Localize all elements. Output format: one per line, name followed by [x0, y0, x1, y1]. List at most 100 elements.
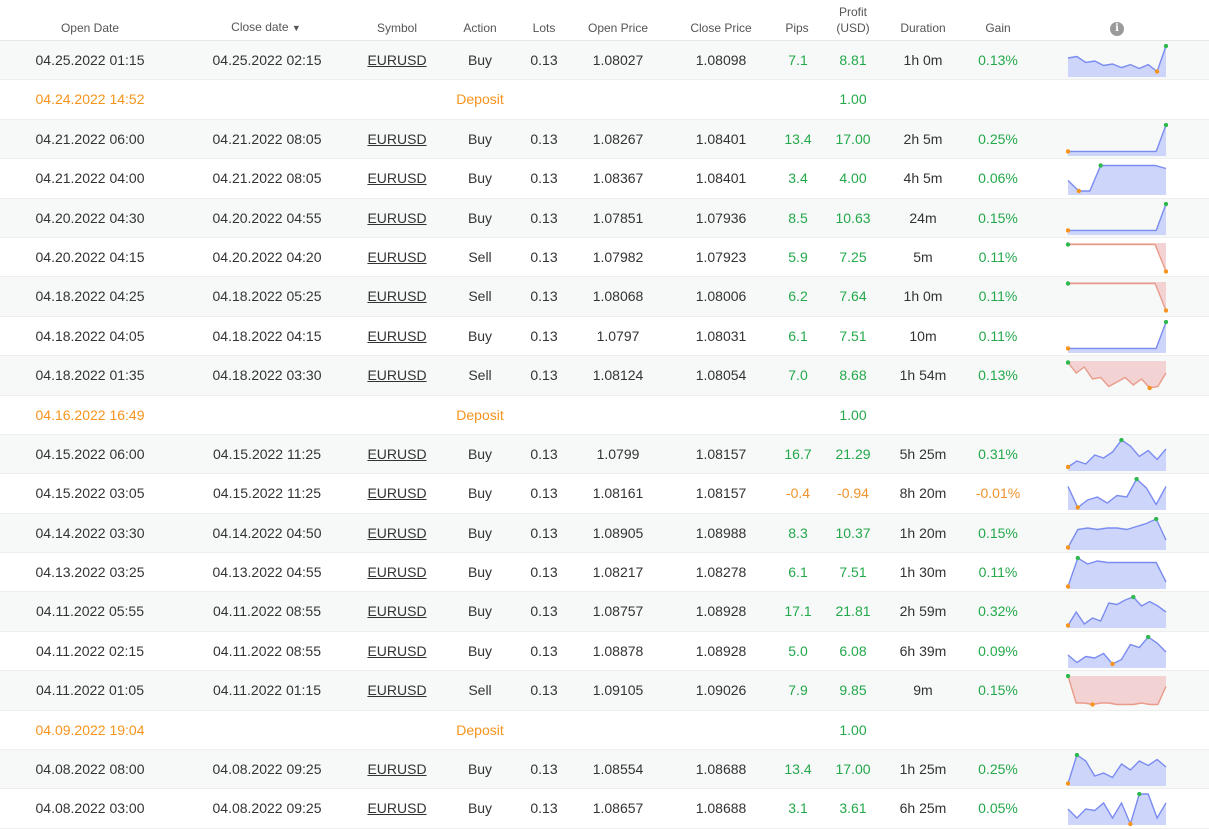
info-icon[interactable]: i — [1110, 22, 1124, 36]
close-date-cell: 04.21.2022 08:05 — [212, 170, 322, 187]
header-close-date[interactable]: Close date ▼ — [231, 19, 301, 36]
pips-cell: 8.5 — [788, 209, 808, 226]
lots-cell: 0.13 — [530, 248, 558, 265]
pips-cell: 16.7 — [784, 445, 812, 462]
header-profit[interactable]: Profit (USD) — [836, 4, 869, 36]
deposit-date: 04.24.2022 14:52 — [35, 91, 145, 108]
symbol-link[interactable]: EURUSD — [367, 367, 427, 384]
duration-cell: 1h 0m — [903, 288, 943, 305]
sparkline-area — [1068, 361, 1166, 389]
sparkline-line — [1068, 283, 1167, 312]
sparkline-area — [1068, 558, 1166, 590]
symbol-link[interactable]: EURUSD — [367, 130, 427, 147]
trade-sparkline — [1067, 634, 1167, 668]
pips-cell: 7.1 — [788, 52, 808, 68]
sparkline-area — [1068, 165, 1166, 196]
close-date-cell: 04.08.2022 09:25 — [212, 761, 322, 778]
sparkline-high-dot — [1134, 477, 1139, 482]
sparkline-area — [1068, 479, 1166, 511]
symbol-link[interactable]: EURUSD — [367, 642, 427, 659]
close-price-cell: 1.08278 — [695, 564, 747, 581]
open-date-cell: 04.15.2022 06:00 — [35, 445, 145, 462]
symbol-link[interactable]: EURUSD — [367, 761, 427, 778]
table-row: 04.11.2022 01:05 04.11.2022 01:15 EURUSD Se… — [0, 671, 1209, 711]
action-cell: Buy — [467, 52, 493, 68]
lots-cell: 0.13 — [530, 288, 558, 305]
symbol-link[interactable]: EURUSD — [367, 682, 427, 699]
symbol-link[interactable]: EURUSD — [367, 288, 427, 305]
duration-cell: 2h 5m — [903, 130, 943, 147]
trade-sparkline — [1067, 792, 1167, 827]
sparkline-line — [1068, 124, 1167, 152]
symbol-link[interactable]: EURUSD — [367, 248, 427, 265]
gain-cell: 0.06% — [978, 170, 1018, 187]
lots-cell: 0.13 — [530, 682, 558, 699]
header-action[interactable]: Action — [463, 21, 497, 35]
open-date-cell: 04.25.2022 01:15 — [35, 52, 145, 68]
action-cell: Buy — [467, 209, 493, 226]
open-date-cell: 04.11.2022 05:55 — [36, 603, 144, 620]
profit-cell: -0.94 — [837, 485, 869, 502]
sparkline-area — [1068, 282, 1166, 311]
open-date-cell: 04.21.2022 04:00 — [35, 170, 145, 187]
sparkline-high-dot — [1163, 44, 1168, 49]
header-open-price[interactable]: Open Price — [587, 21, 649, 35]
sparkline-area — [1068, 636, 1166, 668]
symbol-link[interactable]: EURUSD — [367, 209, 427, 226]
duration-cell: 1h 0m — [903, 52, 943, 68]
sparkline-high-dot — [1154, 516, 1159, 521]
header-lots[interactable]: Lots — [532, 21, 556, 35]
duration-cell: 8h 20m — [899, 485, 947, 502]
open-price-cell: 1.08905 — [592, 524, 644, 541]
sparkline-high-dot — [1066, 674, 1071, 679]
trade-sparkline — [1066, 360, 1167, 391]
sparkline-high-dot — [1131, 595, 1136, 600]
action-cell: Buy — [467, 642, 493, 659]
sparkline-low-dot — [1066, 544, 1071, 550]
header-duration[interactable]: Duration — [900, 21, 946, 35]
gain-cell: 0.11% — [978, 564, 1018, 581]
profit-cell: 8.81 — [839, 52, 867, 68]
sparkline-high-dot — [1066, 242, 1071, 247]
close-price-cell: 1.07923 — [695, 248, 747, 265]
pips-cell: 7.9 — [788, 682, 808, 699]
lots-cell: 0.13 — [530, 209, 558, 226]
close-price-cell: 1.07936 — [695, 209, 747, 226]
symbol-link[interactable]: EURUSD — [367, 800, 427, 817]
open-price-cell: 1.0799 — [596, 445, 640, 462]
close-date-cell: 04.18.2022 04:15 — [212, 327, 322, 344]
open-date-cell: 04.14.2022 03:30 — [35, 524, 145, 541]
duration-cell: 1h 20m — [899, 524, 947, 541]
header-open-date[interactable]: Open Date — [60, 21, 120, 35]
table-row: 04.13.2022 03:25 04.13.2022 04:55 EURUSD Bu… — [0, 553, 1209, 593]
header-pips[interactable]: Pips — [785, 21, 809, 35]
symbol-link[interactable]: EURUSD — [367, 52, 427, 68]
symbol-link[interactable]: EURUSD — [367, 327, 427, 344]
sparkline-line — [1067, 676, 1167, 706]
lots-cell: 0.13 — [530, 524, 558, 541]
close-price-cell: 1.08401 — [695, 130, 747, 147]
header-symbol[interactable]: Symbol — [376, 21, 418, 35]
open-price-cell: 1.08657 — [592, 800, 644, 817]
open-price-cell: 1.0797 — [596, 327, 640, 344]
gain-cell: 0.13% — [978, 367, 1018, 384]
symbol-link[interactable]: EURUSD — [367, 485, 427, 502]
sparkline-high-dot — [1098, 163, 1103, 168]
symbol-link[interactable]: EURUSD — [367, 170, 427, 187]
deposit-amount: 1.00 — [839, 91, 867, 108]
trade-sparkline — [1066, 753, 1167, 787]
sparkline-high-dot — [1075, 556, 1080, 561]
symbol-link[interactable]: EURUSD — [367, 524, 427, 541]
header-gain[interactable]: Gain — [985, 21, 1011, 35]
pips-cell: 3.1 — [788, 800, 808, 817]
symbol-link[interactable]: EURUSD — [367, 445, 427, 462]
header-close-price[interactable]: Close Price — [690, 21, 752, 35]
gain-cell: 0.25% — [978, 761, 1018, 778]
sparkline-area — [1068, 46, 1166, 77]
table-header: Open Date Close date ▼ Symbol Action Lot… — [0, 0, 1209, 41]
symbol-link[interactable]: EURUSD — [367, 603, 427, 620]
action-cell: Sell — [468, 248, 492, 265]
pips-cell: 5.0 — [788, 642, 808, 659]
symbol-link[interactable]: EURUSD — [367, 564, 427, 581]
duration-cell: 2h 59m — [899, 603, 947, 620]
